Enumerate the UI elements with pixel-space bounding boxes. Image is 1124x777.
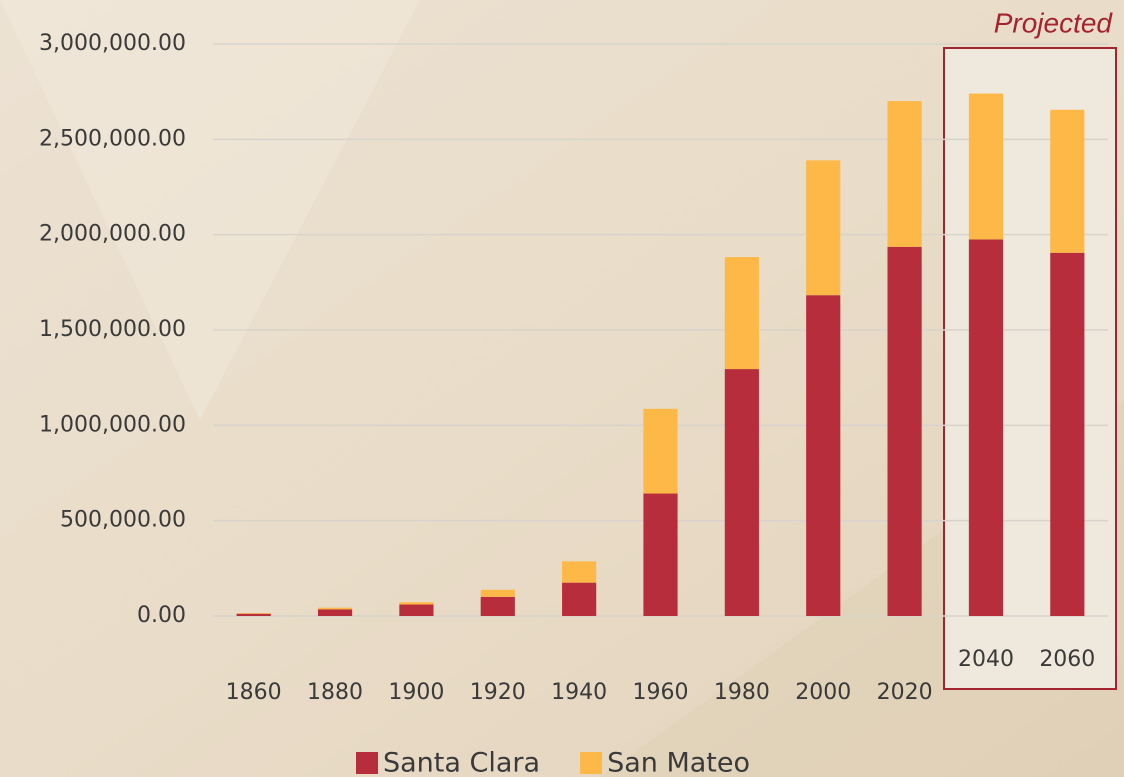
bar-segment (236, 613, 271, 616)
x-tick-label: 1880 (307, 680, 363, 705)
y-tick-label: 1,000,000.00 (39, 412, 186, 437)
x-tick-label: 2020 (877, 680, 933, 705)
bar-segment (317, 609, 353, 616)
x-tick-label: 1900 (388, 680, 444, 705)
x-tick-label: 1920 (470, 680, 526, 705)
bar-segment (887, 246, 922, 616)
bar-segment (806, 160, 841, 296)
x-tick-label: 1980 (714, 680, 770, 705)
legend-label: Santa Clara (383, 748, 540, 777)
y-tick-label: 1,500,000.00 (39, 317, 186, 342)
bar-segment (480, 589, 515, 597)
annotation: Projected (994, 7, 1114, 38)
y-tick-label: 500,000.00 (60, 508, 186, 533)
bar-segment (724, 257, 759, 370)
bar-segment (480, 596, 515, 616)
y-tick-label: 2,500,000.00 (39, 126, 186, 151)
bar-segment (643, 408, 678, 494)
bar-segment (399, 604, 434, 616)
y-tick-label: 2,000,000.00 (39, 222, 186, 247)
bar-segment (643, 493, 678, 616)
x-tick-label: 2060 (1039, 647, 1095, 672)
bar-segment (317, 607, 353, 610)
y-tick-label: 0.00 (137, 603, 186, 628)
x-tick-label: 2000 (795, 680, 851, 705)
bar-segment (1050, 252, 1085, 616)
bar-segment (724, 369, 759, 616)
bar-segment (1050, 109, 1085, 253)
bar-segment (236, 613, 271, 614)
x-tick-label: 1960 (633, 680, 689, 705)
legend-label: San Mateo (607, 748, 750, 777)
x-tick-label: 1860 (226, 680, 282, 705)
bar-segment (562, 582, 597, 616)
y-tick-label: 3,000,000.00 (39, 31, 186, 56)
background-facet (0, 0, 420, 420)
x-tick-label: 2040 (958, 647, 1014, 672)
bar-segment (399, 602, 434, 605)
bar-segment (968, 239, 1004, 616)
bar-segment (887, 101, 922, 247)
legend-swatch (580, 752, 603, 774)
bar-segment (968, 93, 1004, 240)
x-tick-label: 1940 (551, 680, 607, 705)
bar-segment (806, 295, 841, 616)
bar-segment (562, 561, 597, 583)
legend-swatch (356, 752, 378, 774)
